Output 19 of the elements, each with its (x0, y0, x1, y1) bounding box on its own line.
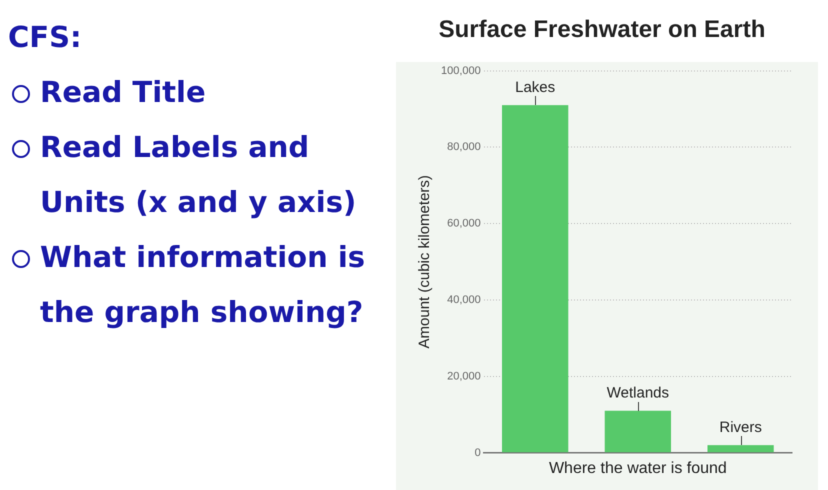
y-tick-label: 60,000 (447, 218, 481, 230)
y-tick-label: 20,000 (447, 370, 481, 382)
x-axis-title: Where the water is found (548, 460, 727, 477)
text: Read Title (40, 75, 206, 109)
text: What information is the graph showing? (40, 240, 366, 329)
chart-title: Surface Freshwater on Earth (438, 16, 766, 44)
y-tick-label: 40,000 (447, 294, 481, 306)
text: Read Labels and Units (x and y axis) (40, 130, 356, 219)
y-tick-label: 100,000 (440, 64, 481, 77)
y-axis-title: Amount (cubic kilometers) (416, 175, 434, 348)
bar (707, 445, 774, 452)
x-tick-label: Wetlands (606, 384, 670, 402)
bar (502, 105, 568, 452)
y-tick-label: 0 (474, 446, 481, 459)
bar (604, 410, 672, 452)
x-tick-label: Rivers (719, 418, 762, 436)
x-tick-label: Lakes (515, 78, 556, 96)
y-tick-label: 80,000 (447, 141, 481, 154)
text: CFS: (8, 20, 82, 54)
